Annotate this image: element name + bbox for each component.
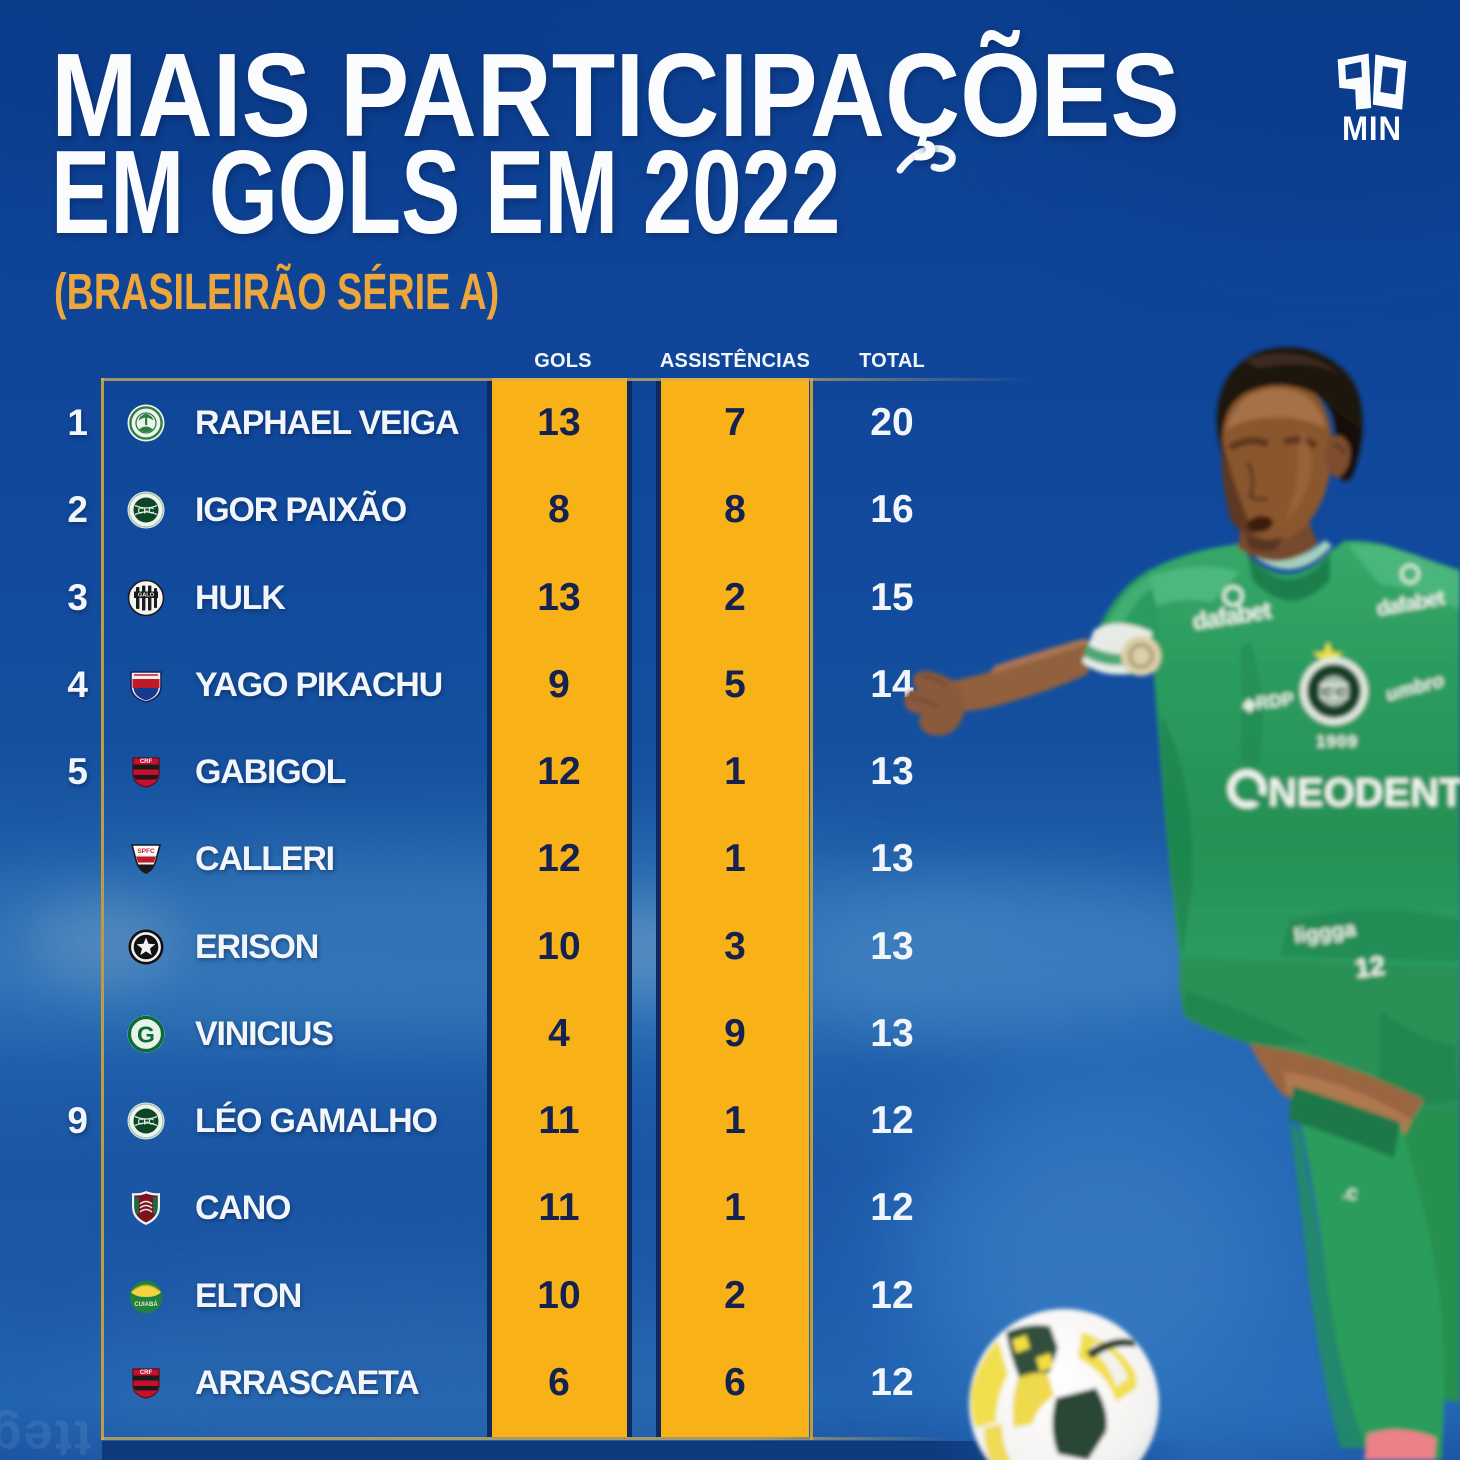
svg-text:GALO: GALO (138, 593, 155, 599)
svg-text:C C: C C (1322, 684, 1346, 700)
svg-text:12: 12 (1353, 951, 1386, 984)
svg-text:.C: .C (1341, 1185, 1358, 1204)
svg-text:CRF: CRF (140, 1370, 153, 1376)
svg-text:CFC: CFC (138, 1118, 155, 1127)
svg-text:G: G (137, 1022, 155, 1048)
svg-text:CUIABÁ: CUIABÁ (134, 1301, 158, 1308)
svg-text:NEODENT: NEODENT (1268, 771, 1460, 815)
svg-text:SPFC: SPFC (137, 848, 155, 855)
svg-text:CFC: CFC (138, 507, 155, 516)
svg-text:CRF: CRF (140, 759, 153, 765)
svg-text:1909: 1909 (1316, 732, 1358, 751)
